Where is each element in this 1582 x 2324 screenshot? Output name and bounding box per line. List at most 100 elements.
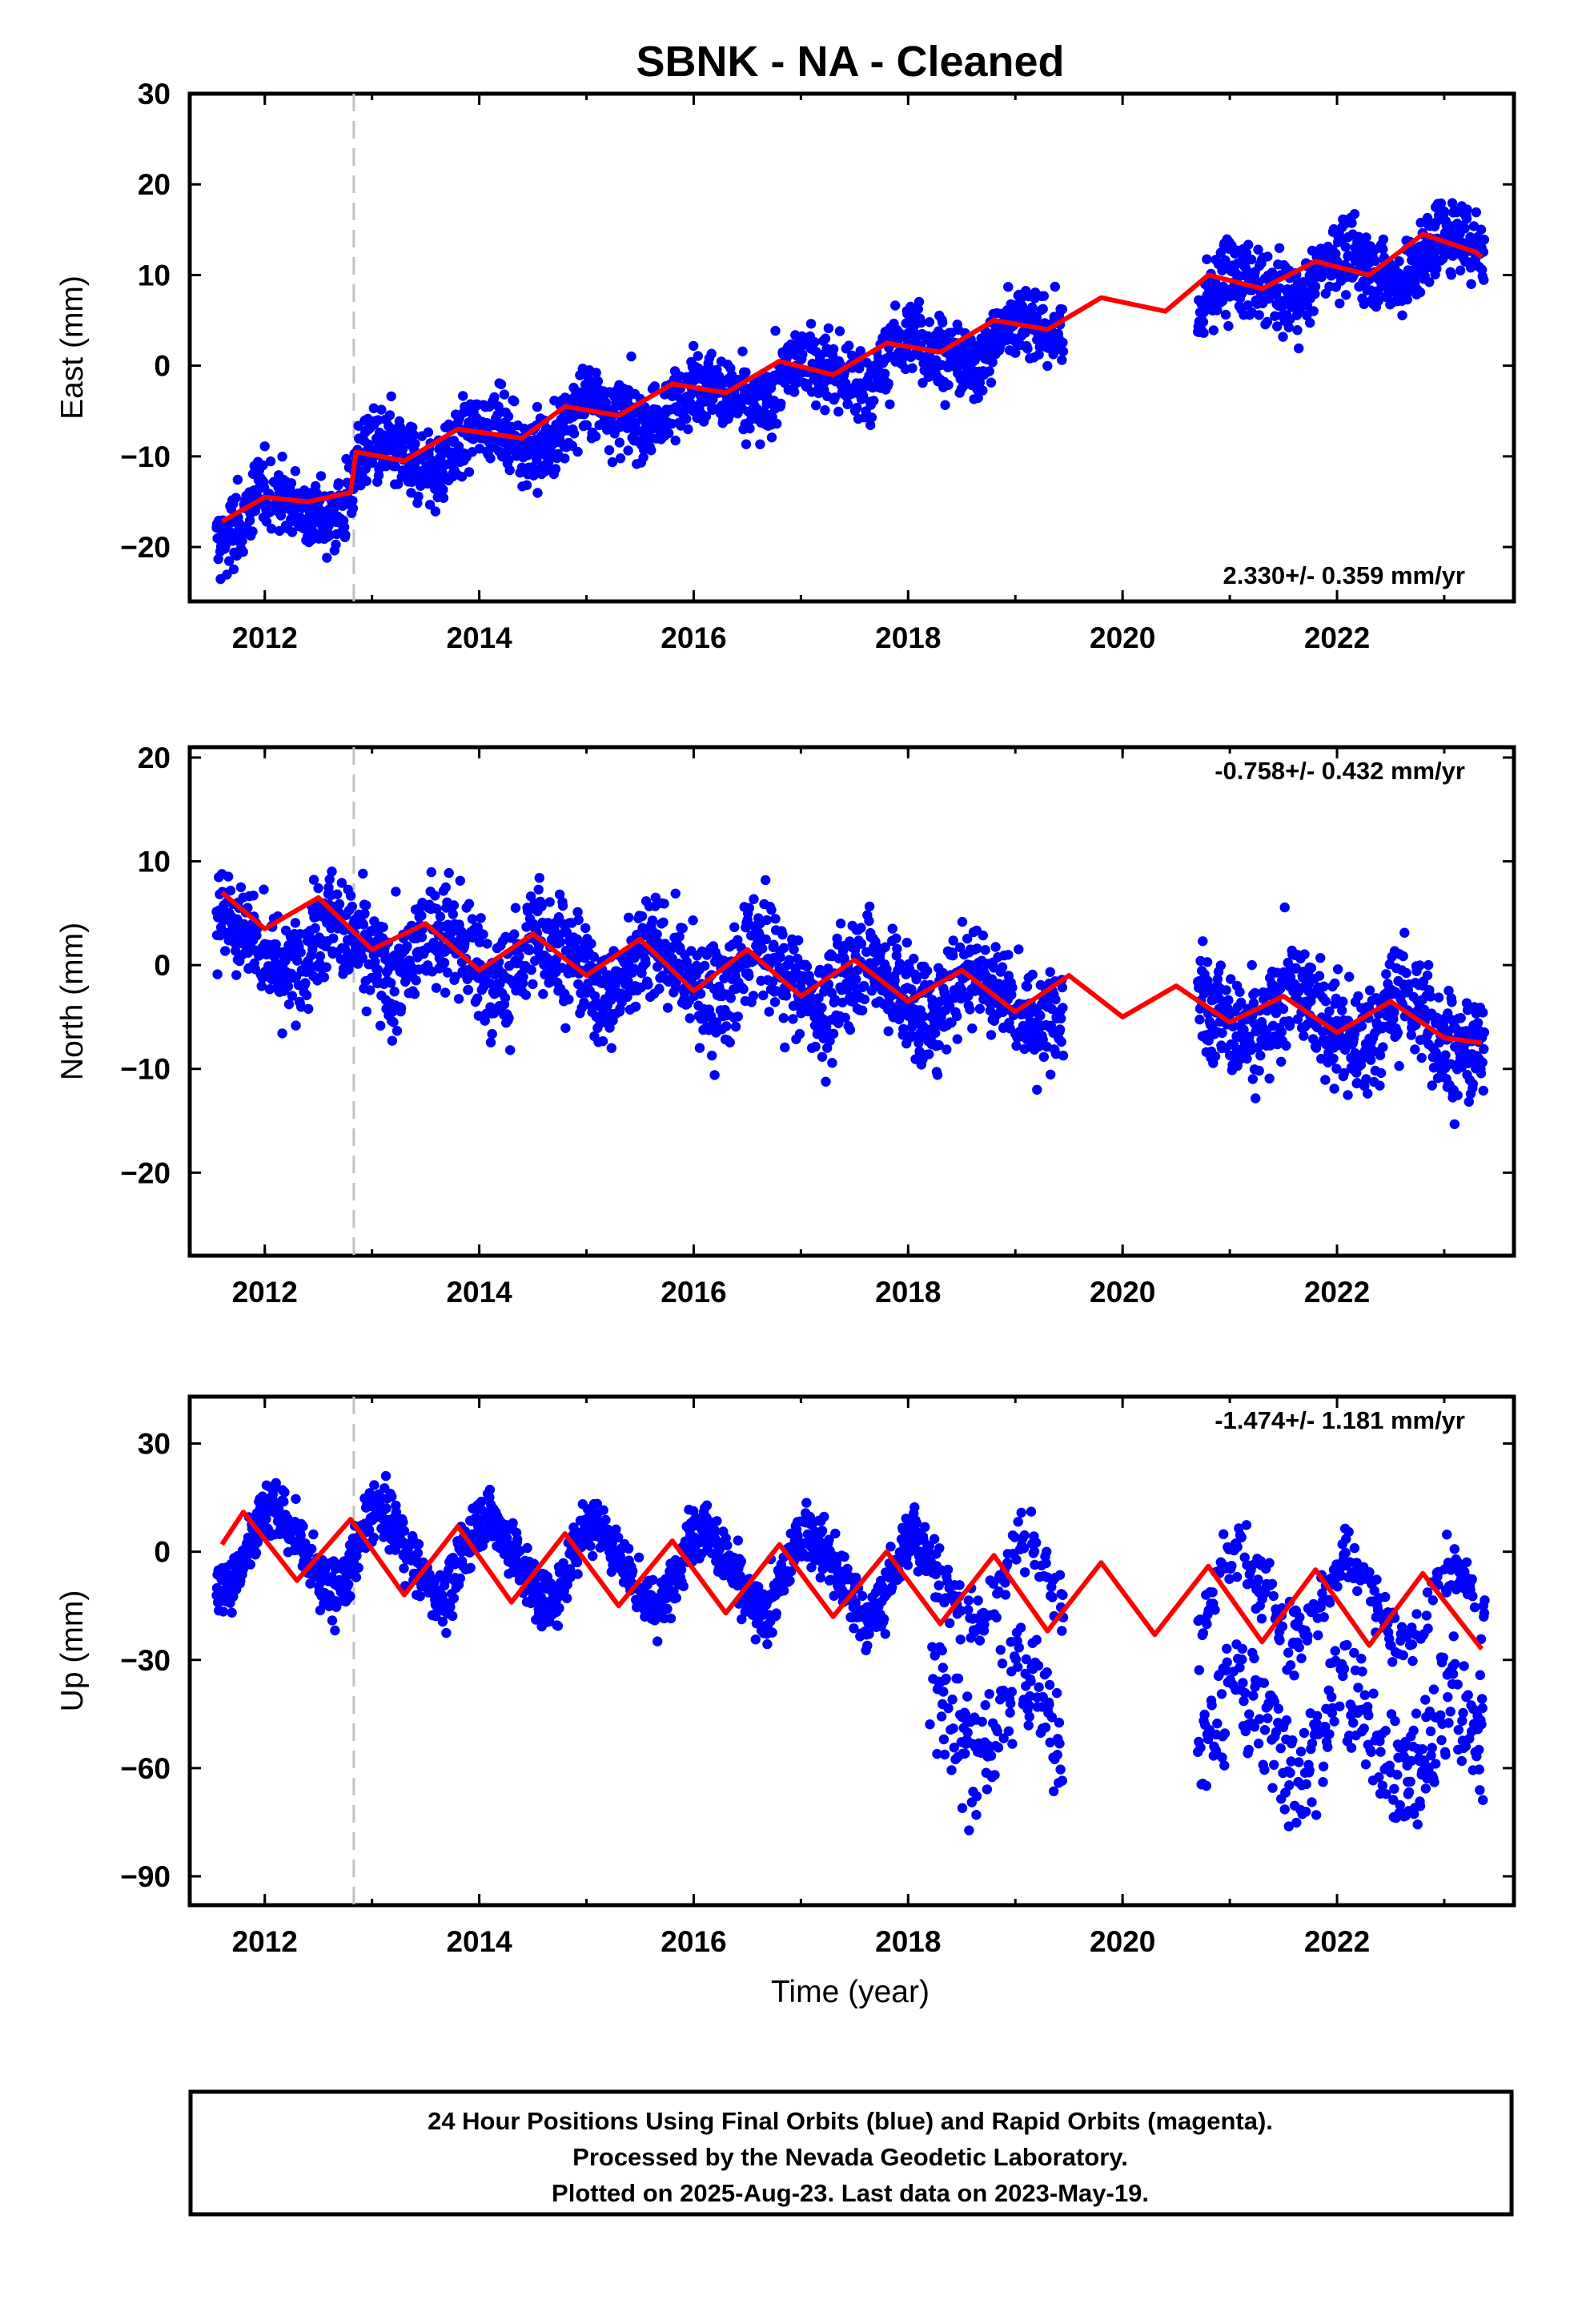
data-point bbox=[391, 1507, 402, 1518]
data-point bbox=[485, 453, 496, 464]
data-point bbox=[573, 979, 584, 990]
data-point bbox=[1243, 300, 1253, 311]
data-point bbox=[1010, 348, 1021, 358]
data-point bbox=[1353, 991, 1363, 1002]
data-point bbox=[794, 1028, 805, 1039]
data-point bbox=[1250, 987, 1260, 999]
data-point bbox=[1278, 1003, 1289, 1015]
data-point bbox=[1460, 223, 1470, 234]
data-point bbox=[967, 1023, 978, 1034]
data-point bbox=[631, 1001, 641, 1012]
data-point bbox=[757, 943, 768, 954]
data-point bbox=[958, 379, 969, 389]
data-point bbox=[251, 1548, 262, 1558]
data-point bbox=[1278, 332, 1288, 342]
data-point bbox=[1226, 974, 1236, 984]
data-point bbox=[358, 868, 368, 879]
x-tick-label: 2012 bbox=[232, 1276, 298, 1309]
data-point bbox=[851, 974, 861, 985]
data-point bbox=[292, 955, 303, 966]
data-point bbox=[683, 424, 693, 435]
data-point bbox=[360, 464, 371, 474]
data-point bbox=[755, 439, 765, 449]
data-point bbox=[387, 1491, 397, 1502]
data-point bbox=[438, 485, 448, 495]
data-point bbox=[1364, 985, 1375, 995]
data-point bbox=[308, 527, 319, 537]
data-point bbox=[1329, 1084, 1339, 1094]
data-point bbox=[955, 942, 966, 953]
data-point bbox=[864, 915, 874, 927]
data-point bbox=[378, 922, 388, 933]
data-point bbox=[1462, 204, 1472, 215]
data-point bbox=[555, 937, 565, 947]
data-point bbox=[1425, 991, 1436, 1002]
data-point bbox=[1022, 344, 1033, 354]
data-point bbox=[534, 873, 544, 883]
data-point bbox=[402, 941, 412, 951]
data-point bbox=[1203, 975, 1213, 986]
x-tick-label: 2020 bbox=[1090, 621, 1155, 654]
data-point bbox=[231, 970, 242, 980]
data-point bbox=[283, 981, 294, 992]
data-point bbox=[347, 503, 359, 513]
data-point bbox=[413, 1539, 424, 1550]
data-point bbox=[913, 296, 925, 308]
data-point bbox=[834, 326, 845, 336]
data-point bbox=[1038, 291, 1050, 301]
data-point bbox=[1254, 310, 1264, 320]
data-point bbox=[381, 1503, 391, 1514]
data-point bbox=[287, 527, 298, 537]
data-point bbox=[505, 1045, 516, 1055]
data-point bbox=[277, 1028, 287, 1039]
data-point bbox=[744, 903, 755, 913]
x-tick-label: 2014 bbox=[446, 1276, 512, 1309]
data-point bbox=[1397, 310, 1407, 320]
data-point bbox=[1254, 1065, 1264, 1076]
data-point bbox=[664, 428, 674, 439]
data-point bbox=[1479, 275, 1489, 285]
data-point bbox=[261, 1514, 271, 1525]
data-point bbox=[817, 1051, 828, 1063]
data-point bbox=[777, 929, 788, 940]
data-point bbox=[367, 457, 378, 468]
data-point bbox=[496, 379, 507, 390]
data-point bbox=[347, 901, 357, 912]
data-point bbox=[592, 376, 604, 387]
data-point bbox=[492, 409, 503, 420]
data-point bbox=[905, 1030, 917, 1040]
data-point bbox=[1208, 325, 1219, 336]
data-point bbox=[905, 301, 916, 312]
data-point bbox=[801, 961, 813, 972]
data-point bbox=[1424, 277, 1435, 287]
data-point bbox=[833, 406, 844, 417]
data-point bbox=[694, 1043, 705, 1053]
data-point bbox=[973, 392, 983, 404]
data-point bbox=[730, 1021, 741, 1032]
data-point bbox=[640, 402, 650, 412]
data-point bbox=[442, 967, 453, 978]
y-tick-label: 0 bbox=[154, 350, 171, 383]
data-point bbox=[1220, 309, 1231, 320]
data-point bbox=[1310, 288, 1320, 300]
data-point bbox=[521, 480, 532, 490]
data-point bbox=[463, 984, 474, 995]
data-point bbox=[343, 1579, 354, 1590]
data-point bbox=[271, 1478, 281, 1489]
data-point bbox=[1281, 1040, 1291, 1051]
data-point bbox=[1440, 1050, 1451, 1060]
data-point bbox=[1479, 235, 1490, 245]
panels-group: 2012 2014 2016 2018 2020 2022−20−100102030Eas… bbox=[55, 78, 1516, 1958]
data-point bbox=[1279, 902, 1290, 913]
data-point bbox=[1410, 1044, 1420, 1055]
data-point bbox=[568, 428, 580, 439]
data-point bbox=[889, 975, 900, 986]
data-point bbox=[1446, 270, 1457, 280]
data-point bbox=[368, 403, 379, 413]
data-point bbox=[1299, 949, 1310, 959]
data-point bbox=[1471, 207, 1482, 218]
panel-east: 2012 2014 2016 2018 2020 2022−20−100102030Eas… bbox=[55, 78, 1516, 654]
data-point bbox=[308, 1529, 319, 1540]
data-point bbox=[313, 883, 323, 894]
data-point bbox=[640, 958, 651, 969]
